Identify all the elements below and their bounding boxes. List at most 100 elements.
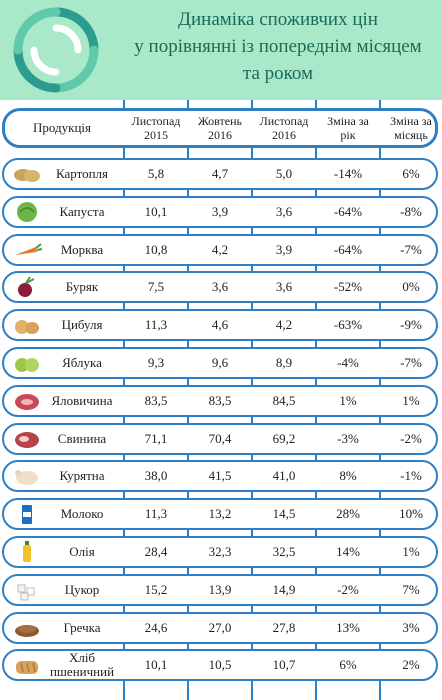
price-oct2016: 9,6 [211, 355, 229, 370]
price-oct2016: 13,2 [208, 506, 232, 522]
milk-icon [22, 505, 32, 525]
row-pill [2, 158, 438, 190]
price-nov2015: 10,1 [144, 657, 168, 673]
product-cell: Буряк [0, 269, 124, 305]
change-month: 1% [402, 392, 420, 408]
col-header-oct2016: Жовтень 2016 [198, 114, 242, 142]
product-cell: Гречка [0, 610, 124, 646]
row-pill [2, 309, 438, 342]
price-nov2015: 83,5 [144, 392, 168, 408]
change-year: 28% [336, 506, 360, 522]
product-name: Хліб пшеничний [49, 650, 115, 680]
row-pill [2, 233, 438, 266]
col-header-product: Продукція [33, 120, 91, 135]
table-row: Молоко 11,3 13,2 14,5 28% 10% [0, 496, 442, 532]
price-oct2016: 41,5 [208, 468, 232, 484]
carrot-icon [15, 242, 42, 255]
product-cell: Курятна [0, 458, 124, 494]
cabbage-icon [17, 201, 37, 222]
row-pill [2, 460, 438, 493]
price-oct2016: 70,4 [208, 430, 232, 446]
beef-icon [15, 393, 39, 410]
change-month: -7% [400, 355, 422, 370]
price-nov2015: 38,0 [144, 468, 168, 484]
change-year: -52% [333, 279, 363, 295]
product-name: Морква [60, 241, 104, 257]
change-month: 6% [402, 166, 420, 181]
price-nov2015: 10,8 [144, 241, 168, 257]
price-table: Продукція Листопад 2015 Жовтень 2016 Лис… [0, 100, 442, 700]
oil-bottle-icon [23, 541, 31, 562]
row-pill [2, 195, 438, 228]
price-nov2016: 41,0 [272, 468, 296, 484]
price-nov2015: 15,2 [144, 581, 168, 597]
price-oct2016: 13,9 [208, 581, 232, 597]
change-year: -64% [333, 241, 363, 257]
change-month: -7% [400, 241, 422, 257]
row-pill [2, 536, 438, 568]
header-banner: Динаміка споживчих цін у порівнянні із п… [0, 0, 442, 100]
product-name: Курятна [59, 468, 105, 484]
row-pill [2, 498, 438, 531]
chicken-icon [15, 470, 38, 486]
price-oct2016: 32,3 [208, 544, 232, 559]
page-title: Динаміка споживчих цін у порівнянні із п… [118, 6, 438, 87]
row-pill [2, 347, 438, 379]
price-oct2016: 3,6 [211, 279, 229, 295]
row-pill [2, 271, 438, 304]
price-oct2016: 27,0 [208, 619, 232, 635]
table-row: Капуста 10,1 3,9 3,6 -64% -8% [0, 194, 442, 230]
change-year: -63% [333, 317, 363, 333]
price-nov2016: 14,9 [272, 581, 296, 597]
product-name: Цибуля [61, 317, 103, 333]
price-nov2015: 28,4 [144, 544, 168, 559]
product-cell: Картопля [0, 156, 124, 192]
product-name: Картопля [55, 166, 109, 181]
price-nov2016: 3,6 [275, 203, 293, 219]
product-cell: Цукор [0, 572, 124, 608]
row-pill [2, 384, 438, 417]
price-nov2016: 14,5 [272, 506, 296, 522]
price-nov2016: 27,8 [272, 619, 296, 635]
price-nov2015: 7,5 [147, 279, 165, 295]
buckwheat-icon [15, 624, 39, 637]
sugar-icon [17, 584, 35, 601]
beet-icon [18, 276, 35, 298]
price-nov2016: 69,2 [272, 430, 296, 446]
pork-icon [15, 431, 39, 448]
price-nov2015: 11,3 [144, 317, 168, 333]
table-header-row: Продукція Листопад 2015 Жовтень 2016 Лис… [0, 106, 442, 150]
product-name: Гречка [63, 619, 101, 635]
row-pill [2, 108, 438, 148]
change-year: -64% [333, 203, 363, 219]
change-year: 14% [336, 544, 360, 559]
price-nov2016: 4,2 [275, 317, 293, 333]
product-cell: Капуста [0, 194, 124, 230]
table-row: Буряк 7,5 3,6 3,6 -52% 0% [0, 269, 442, 305]
product-name: Молоко [60, 506, 104, 522]
onion-icon [15, 320, 39, 335]
title-line-1: Динаміка споживчих цін [178, 9, 378, 30]
table-row: Хліб пшеничний 10,1 10,5 10,7 6% 2% [0, 647, 442, 683]
change-year: -14% [333, 166, 363, 181]
title-line-2: у порівнянні із попереднім місяцем [134, 36, 422, 57]
product-cell: Яловичина [0, 383, 124, 419]
col-header-change-month: Зміна за місяць [390, 114, 432, 142]
change-month: -1% [400, 468, 422, 484]
table-row: Яловичина 83,5 83,5 84,5 1% 1% [0, 383, 442, 419]
change-year: 1% [339, 392, 357, 408]
price-nov2016: 3,6 [275, 279, 293, 295]
price-nov2016: 84,5 [272, 392, 296, 408]
product-name: Буряк [65, 279, 99, 295]
price-nov2015: 10,1 [144, 203, 168, 219]
title-line-3: та роком [242, 63, 314, 84]
price-nov2016: 8,9 [275, 355, 293, 370]
bread-icon [16, 661, 38, 675]
change-year: -2% [337, 581, 359, 597]
change-month: -9% [400, 317, 422, 333]
col-header-nov2016: Листопад 2016 [259, 114, 309, 142]
col-header-change-year: Зміна за рік [327, 114, 369, 142]
price-nov2016: 10,7 [272, 657, 296, 673]
row-pill [2, 611, 438, 644]
change-month: 7% [402, 581, 420, 597]
